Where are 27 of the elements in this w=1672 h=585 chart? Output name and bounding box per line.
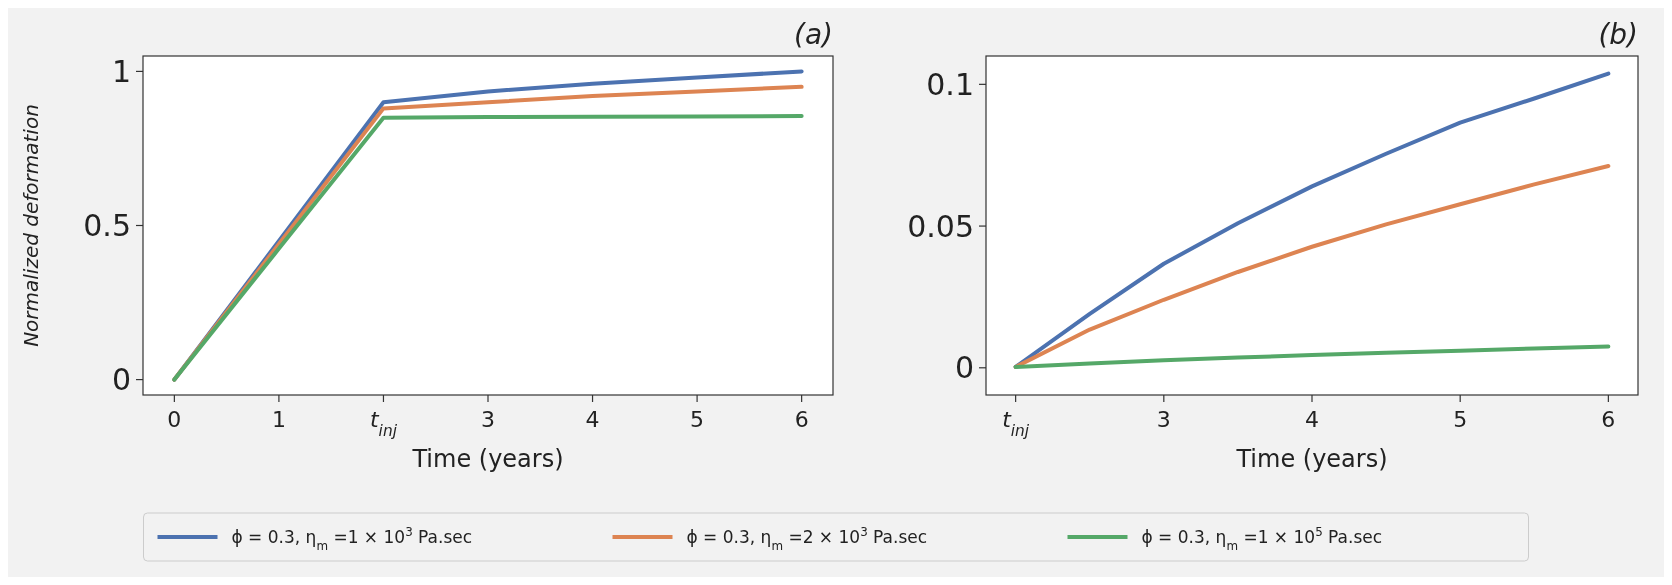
x-tick-label: 3 (1156, 407, 1171, 432)
y-tick-label: 0 (111, 362, 131, 398)
x-tick-label: 4 (585, 407, 600, 432)
y-axis-title: Normalized deformation (19, 104, 43, 347)
y-tick-label: 0 (954, 350, 974, 386)
legend-label: ϕ = 0.3, η$_{m}$ =2 × 10$^{3}$ Pa.sec (686, 524, 928, 553)
x-tick-label: 1 (271, 407, 286, 432)
x-tick-label: 6 (1601, 407, 1616, 432)
x-tick-label: 6 (794, 407, 809, 432)
y-tick-label: 0.1 (926, 66, 974, 102)
legend-label: ϕ = 0.3, η$_{m}$ =1 × 10$^{5}$ Pa.sec (1141, 524, 1383, 553)
y-tick-label: 1 (111, 53, 131, 89)
x-axis-title: Time (years) (411, 445, 564, 473)
x-tick-label: t$_{inj}$ (369, 407, 398, 440)
chart-title: (a) (793, 18, 833, 51)
legend-label: ϕ = 0.3, η$_{m}$ =1 × 10$^{3}$ Pa.sec (231, 524, 473, 553)
x-tick-label: 5 (1453, 407, 1468, 432)
x-tick-label: 0 (167, 407, 182, 432)
y-tick-label: 0.5 (83, 208, 131, 243)
line-series (1013, 344, 1611, 369)
x-tick-label: t$_{inj}$ (1002, 407, 1030, 440)
y-tick-label: 0.05 (907, 208, 974, 244)
chart-title: (b) (1598, 18, 1638, 51)
x-tick-label: 5 (690, 407, 705, 432)
x-axis-title: Time (years) (1235, 445, 1388, 473)
x-tick-label: 4 (1305, 407, 1319, 432)
x-tick-label: 3 (481, 407, 495, 432)
